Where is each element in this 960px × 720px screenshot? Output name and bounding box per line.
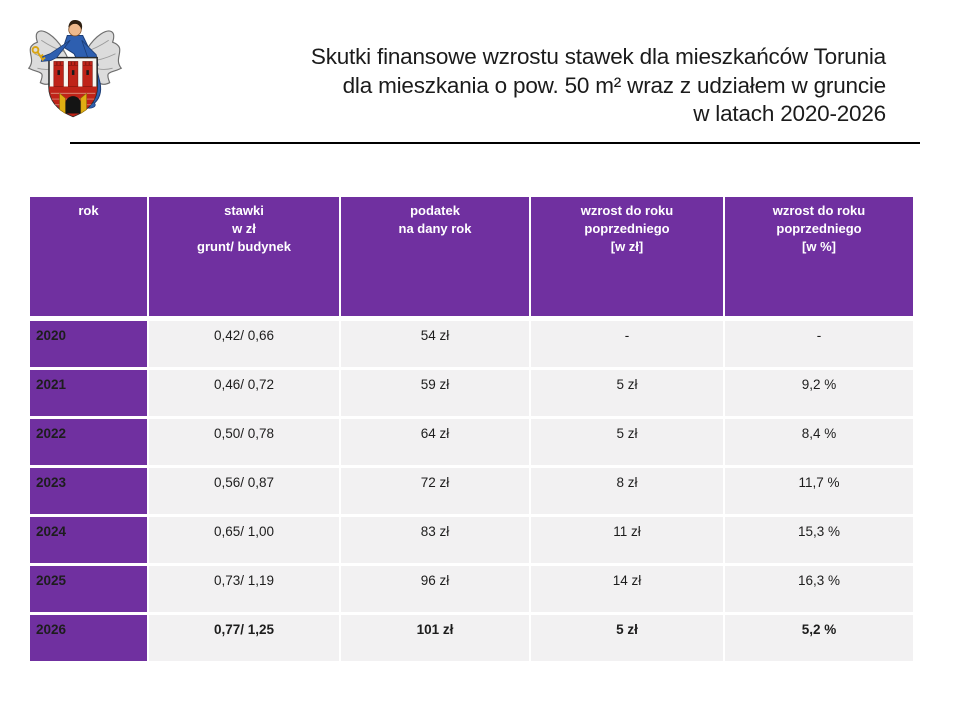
- table-row-2020: 2020 0,42/ 0,66 54 zł - -: [30, 318, 913, 367]
- table-row-2025: 2025 0,73/ 1,19 96 zł 14 zł 16,3 %: [30, 563, 913, 612]
- wzrost-zl-cell: 5 zł: [531, 416, 725, 465]
- year-cell: 2024: [30, 514, 149, 563]
- wzrost-proc-cell: 8,4 %: [725, 416, 913, 465]
- wzrost-zl-cell: 11 zł: [531, 514, 725, 563]
- torun-coat-of-arms-icon: [22, 13, 128, 135]
- year-cell: 2023: [30, 465, 149, 514]
- table-row-2026: 2026 0,77/ 1,25 101 zł 5 zł 5,2 %: [30, 612, 913, 661]
- title-underline: [70, 142, 920, 144]
- stawki-cell: 0,42/ 0,66: [149, 318, 341, 367]
- table-row-2022: 2022 0,50/ 0,78 64 zł 5 zł 8,4 %: [30, 416, 913, 465]
- wzrost-zl-cell: 14 zł: [531, 563, 725, 612]
- page-title-line-1: Skutki finansowe wzrostu stawek dla mies…: [310, 44, 886, 69]
- stawki-cell: 0,65/ 1,00: [149, 514, 341, 563]
- year-cell: 2021: [30, 367, 149, 416]
- wzrost-proc-cell: 16,3 %: [725, 563, 913, 612]
- podatek-cell: 96 zł: [341, 563, 531, 612]
- wzrost-proc-cell: 11,7 %: [725, 465, 913, 514]
- year-cell: 2026: [30, 612, 149, 661]
- year-cell: 2025: [30, 563, 149, 612]
- podatek-cell: 83 zł: [341, 514, 531, 563]
- table-header-row: rok stawki w zł grunt/ budynek podatek n…: [30, 197, 913, 318]
- stawki-cell: 0,56/ 0,87: [149, 465, 341, 514]
- year-cell: 2022: [30, 416, 149, 465]
- wzrost-zl-cell: -: [531, 318, 725, 367]
- wzrost-proc-cell: 5,2 %: [725, 612, 913, 661]
- podatek-cell: 64 zł: [341, 416, 531, 465]
- wzrost-proc-cell: 9,2 %: [725, 367, 913, 416]
- podatek-cell: 59 zł: [341, 367, 531, 416]
- wzrost-proc-cell: 15,3 %: [725, 514, 913, 563]
- wzrost-proc-cell: -: [725, 318, 913, 367]
- stawki-cell: 0,77/ 1,25: [149, 612, 341, 661]
- stawki-cell: 0,46/ 0,72: [149, 367, 341, 416]
- table-row-2021: 2021 0,46/ 0,72 59 zł 5 zł 9,2 %: [30, 367, 913, 416]
- stawki-cell: 0,73/ 1,19: [149, 563, 341, 612]
- page-title-line-2: dla mieszkania o pow. 50 m² wraz z udzia…: [342, 72, 887, 98]
- stawki-cell: 0,50/ 0,78: [149, 416, 341, 465]
- table-row-2023: 2023 0,56/ 0,87 72 zł 8 zł 11,7 %: [30, 465, 913, 514]
- col-header-wzrost-zl: wzrost do roku poprzedniego [w zł]: [531, 197, 725, 318]
- podatek-cell: 101 zł: [341, 612, 531, 661]
- wzrost-zl-cell: 5 zł: [531, 367, 725, 416]
- col-header-rok: rok: [30, 197, 149, 318]
- table-row-2024: 2024 0,65/ 1,00 83 zł 11 zł 15,3 %: [30, 514, 913, 563]
- col-header-wzrost-proc: wzrost do roku poprzedniego [w %]: [725, 197, 913, 318]
- col-header-stawki: stawki w zł grunt/ budynek: [149, 197, 341, 318]
- year-cell: 2020: [30, 318, 149, 367]
- page-title-line-3: w latach 2020-2026: [693, 101, 886, 126]
- podatek-cell: 72 zł: [341, 465, 531, 514]
- wzrost-zl-cell: 8 zł: [531, 465, 725, 514]
- podatek-cell: 54 zł: [341, 318, 531, 367]
- page-title: Skutki finansowe wzrostu stawek dla mies…: [206, 43, 886, 129]
- tax-rates-table: rok stawki w zł grunt/ budynek podatek n…: [30, 197, 913, 661]
- col-header-podatek: podatek na dany rok: [341, 197, 531, 318]
- wzrost-zl-cell: 5 zł: [531, 612, 725, 661]
